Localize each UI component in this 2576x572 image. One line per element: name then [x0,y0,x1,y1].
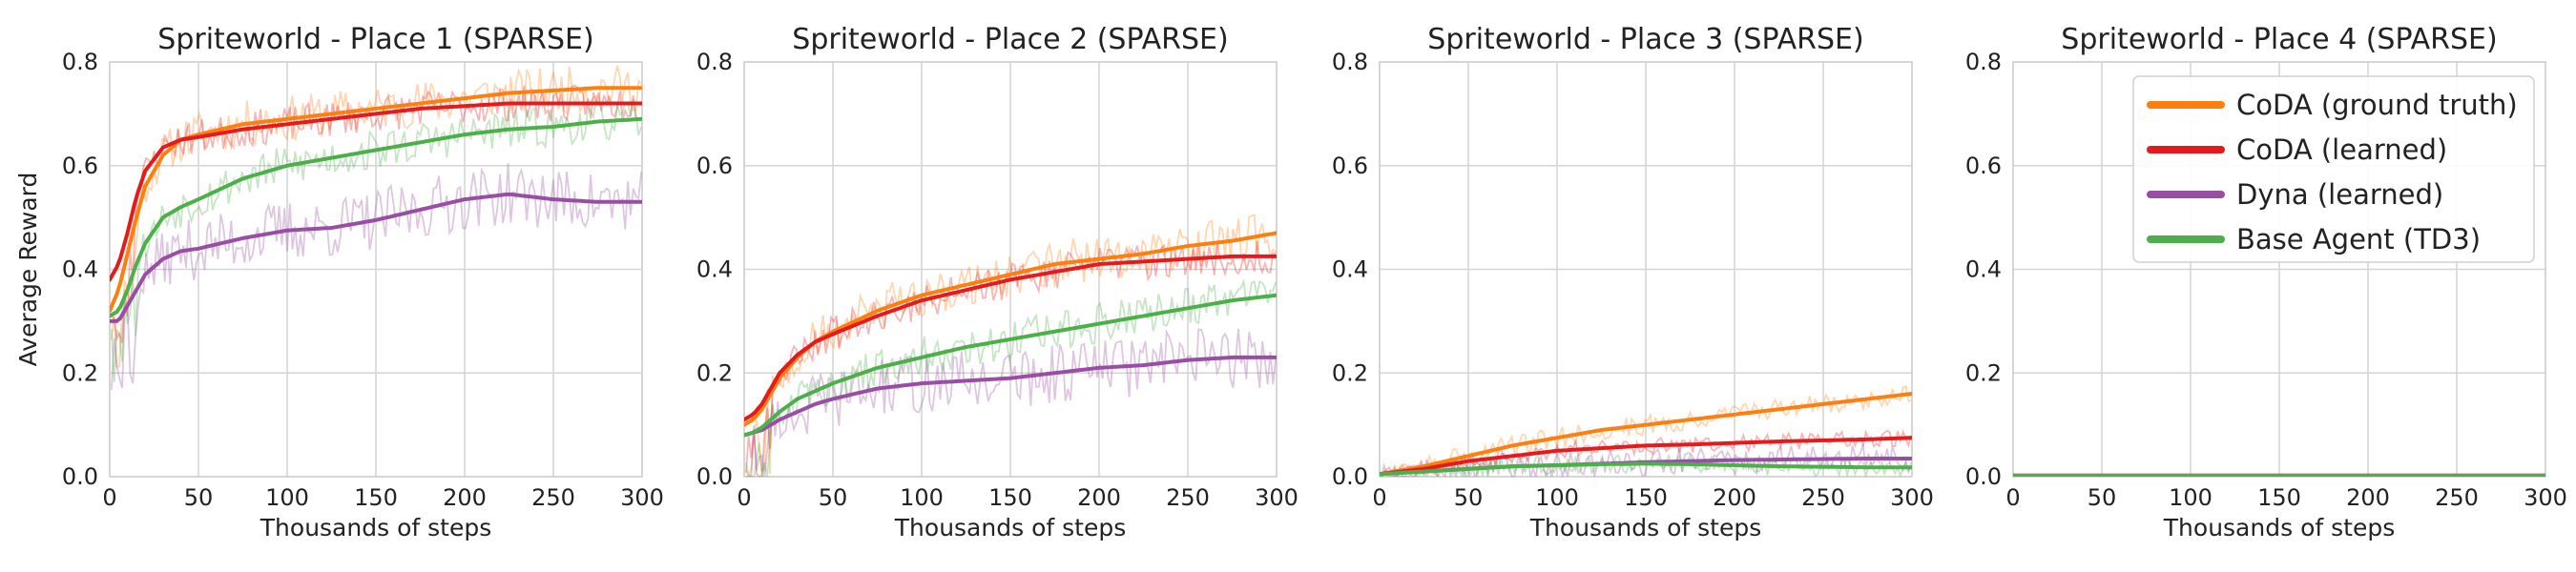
x-tick-label: 50 [819,484,848,511]
x-tick-label: 0 [737,484,751,511]
x-tick-label: 200 [1713,484,1756,511]
x-axis-label: Thousands of steps [1529,514,1761,541]
plot-area [1380,384,1912,477]
x-tick-label: 250 [531,484,575,511]
series-line-2 [110,101,642,282]
x-tick-label: 300 [620,484,664,511]
y-tick-label: 0.4 [62,256,98,283]
y-tick-label: 0.2 [1965,359,2002,386]
series-line-2 [744,254,1277,422]
x-tick-label: 50 [1454,484,1484,511]
plot-area [744,214,1277,477]
y-tick-label: 0.6 [1965,153,2002,179]
x-tick-label: 300 [2524,484,2567,511]
series-line-2 [1380,436,1912,477]
x-tick-label: 50 [2088,484,2117,511]
plot-area [110,65,642,390]
subplot-3: 0 50 100 150 200 250 300 0.0 0.2 0.4 0.6 0.8 Spritew… [1332,23,1934,541]
y-tick-label: 0.0 [1965,463,2002,490]
x-tick-label: 200 [1077,484,1121,511]
axes-frame [1379,61,1913,478]
legend-entry-label: CoDA (ground truth) [2236,89,2518,121]
chart-title: Spriteworld - Place 3 (SPARSE) [1427,23,1863,56]
series-noise-trace [745,328,1277,477]
series-line-1 [1380,392,1912,477]
x-tick-label: 100 [265,484,309,511]
x-axis-label: Thousands of steps [894,514,1126,541]
x-tick-label: 200 [443,484,487,511]
y-axis-label: Average Reward [14,173,42,367]
x-tick-label: 300 [1890,484,1934,511]
x-tick-label: 300 [1255,484,1298,511]
x-tick-label: 150 [354,484,398,511]
series-line-3 [744,355,1277,438]
series-noise-trace [111,163,642,390]
x-tick-label: 250 [1801,484,1845,511]
legend-entry-label: Base Agent (TD3) [2236,223,2481,255]
series-line-4 [110,116,642,318]
y-tick-label: 0.4 [1332,256,1368,283]
y-tick-label: 0.4 [1965,256,2002,283]
x-tick-label: 150 [2257,484,2301,511]
series-line-4 [744,293,1277,438]
legend-entry-label: CoDA (learned) [2236,133,2447,166]
y-tick-label: 0.8 [62,49,98,75]
axes-frame [109,61,643,478]
series-noise-trace [111,65,642,368]
chart-title: Spriteworld - Place 4 (SPARSE) [2061,23,2497,56]
series-line-3 [110,192,642,323]
series-line-1 [744,231,1277,427]
y-tick-label: 0.6 [1332,153,1368,179]
x-axis-label: Thousands of steps [260,514,491,541]
series-noise-trace [745,214,1277,477]
legend: CoDA (ground truth) CoDA (learned) Dyna (l… [2132,75,2535,263]
series-line-1 [110,86,642,313]
x-tick-label: 100 [2169,484,2212,511]
y-tick-label: 0.0 [1332,463,1368,490]
y-tick-label: 0.8 [1965,49,2002,75]
series-noise-trace [111,98,642,383]
y-tick-label: 0.0 [62,463,98,490]
x-tick-label: 250 [2435,484,2479,511]
x-tick-label: 50 [184,484,214,511]
x-tick-label: 150 [1624,484,1668,511]
subplot-1: 0 50 100 150 200 250 300 0.0 0.2 0.4 0.6 0.8 Spritew… [14,23,664,541]
y-tick-label: 0.6 [62,153,98,179]
x-tick-label: 100 [1535,484,1579,511]
legend-entry-label: Dyna (learned) [2236,178,2443,211]
series-noise-trace [111,84,642,344]
y-tick-label: 0.4 [696,256,733,283]
y-tick-label: 0.8 [696,49,733,75]
subplot-2: 0 50 100 150 200 250 300 0.0 0.2 0.4 0.6 0.8 Spritew… [696,23,1298,541]
y-tick-label: 0.0 [696,463,733,490]
legend-box [2132,75,2535,263]
y-tick-label: 0.2 [62,359,98,386]
x-tick-label: 200 [2346,484,2390,511]
x-tick-label: 0 [2005,484,2020,511]
series-noise-trace [745,240,1277,477]
x-tick-label: 100 [900,484,944,511]
x-axis-label: Thousands of steps [2163,514,2395,541]
y-tick-label: 0.8 [1332,49,1368,75]
y-tick-label: 0.2 [696,359,733,386]
chart-title: Spriteworld - Place 2 (SPARSE) [792,23,1228,56]
subplot-4: 0 50 100 150 200 250 300 0.0 0.2 0.4 0.6 0.8 Spritew… [1965,23,2567,541]
chart-title: Spriteworld - Place 1 (SPARSE) [157,23,593,56]
x-tick-label: 0 [1372,484,1386,511]
axes-frame [743,61,1278,478]
x-tick-label: 250 [1166,484,1210,511]
y-tick-label: 0.6 [696,153,733,179]
x-tick-label: 150 [988,484,1032,511]
series-line-4 [1380,461,1912,477]
x-tick-label: 0 [102,484,116,511]
y-tick-label: 0.2 [1332,359,1368,386]
